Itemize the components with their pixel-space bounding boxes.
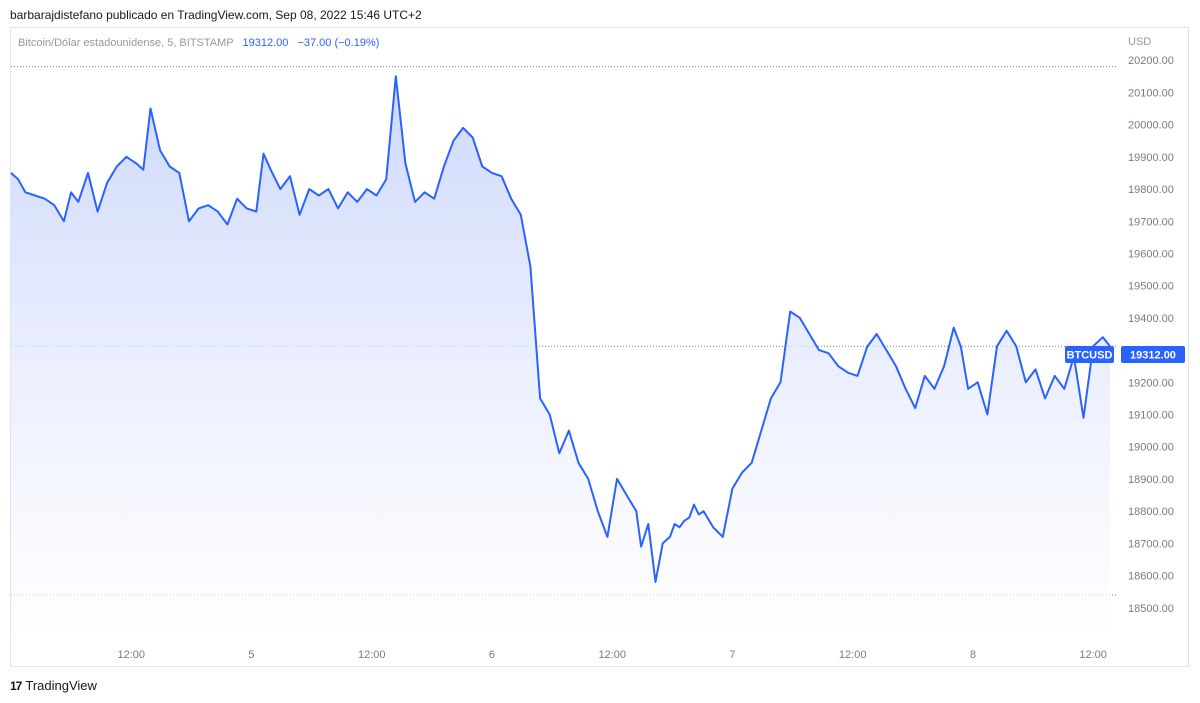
- x-tick-label: 5: [248, 649, 254, 661]
- y-tick-label: 18700.00: [1128, 538, 1174, 550]
- y-tick-label: 20000.00: [1128, 120, 1174, 132]
- legend-last-price: 19312.00: [242, 37, 289, 49]
- y-tick-label: 20100.00: [1128, 87, 1174, 99]
- symbol-tag-label: BTCUSD: [1067, 350, 1113, 362]
- x-tick-label: 12:00: [839, 649, 867, 661]
- y-tick-label: 18800.00: [1128, 506, 1174, 518]
- chart-legend: Bitcoin/Dólar estadounidense, 5, BITSTAM…: [18, 37, 379, 49]
- attribution-text: barbarajdistefano publicado en TradingVi…: [10, 8, 422, 22]
- x-axis: 12:00 5 12:00 6 12:00 7 12:00 8 12:00: [117, 649, 1106, 661]
- y-tick-label: 19000.00: [1128, 442, 1174, 454]
- legend-symbol: Bitcoin/Dólar estadounidense, 5, BITSTAM…: [18, 37, 234, 49]
- x-tick-label: 12:00: [358, 649, 386, 661]
- y-axis: 18500.00 18600.00 18700.00 18800.00 18900.00…: [1128, 55, 1174, 615]
- price-tag: BTCUSD 19312.00: [1065, 346, 1185, 363]
- y-tick-label: 19500.00: [1128, 281, 1174, 293]
- y-tick-label: 18500.00: [1128, 603, 1174, 615]
- y-tick-label: 19800.00: [1128, 184, 1174, 196]
- price-tag-label: 19312.00: [1130, 350, 1176, 362]
- y-tick-label: 19600.00: [1128, 248, 1174, 260]
- chart-frame: [10, 27, 1189, 667]
- price-line: [10, 75, 1111, 583]
- y-tick-label: 19100.00: [1128, 410, 1174, 422]
- x-tick-label: 12:00: [117, 649, 145, 661]
- brand-name: TradingView: [25, 678, 97, 693]
- y-tick-label: 20200.00: [1128, 55, 1174, 67]
- x-tick-label: 8: [970, 649, 976, 661]
- x-tick-label: 12:00: [1079, 649, 1107, 661]
- x-tick-label: 12:00: [598, 649, 626, 661]
- y-tick-label: 19400.00: [1128, 313, 1174, 325]
- tradingview-logo-icon: 17: [10, 678, 22, 693]
- symbol-tag-bg: [1065, 346, 1114, 363]
- footer-brand[interactable]: 17 TradingView: [10, 678, 97, 693]
- price-tag-bg: [1121, 346, 1185, 363]
- y-tick-label: 18600.00: [1128, 571, 1174, 583]
- y-tick-label: 19700.00: [1128, 216, 1174, 228]
- y-tick-label: 19900.00: [1128, 152, 1174, 164]
- currency-label: USD: [1128, 36, 1151, 48]
- x-tick-label: 7: [729, 649, 735, 661]
- y-tick-label: 19200.00: [1128, 377, 1174, 389]
- x-tick-label: 6: [489, 649, 495, 661]
- y-tick-label: 18900.00: [1128, 474, 1174, 486]
- price-area: [11, 76, 1110, 641]
- legend-change: −37.00 (−0.19%): [297, 37, 380, 49]
